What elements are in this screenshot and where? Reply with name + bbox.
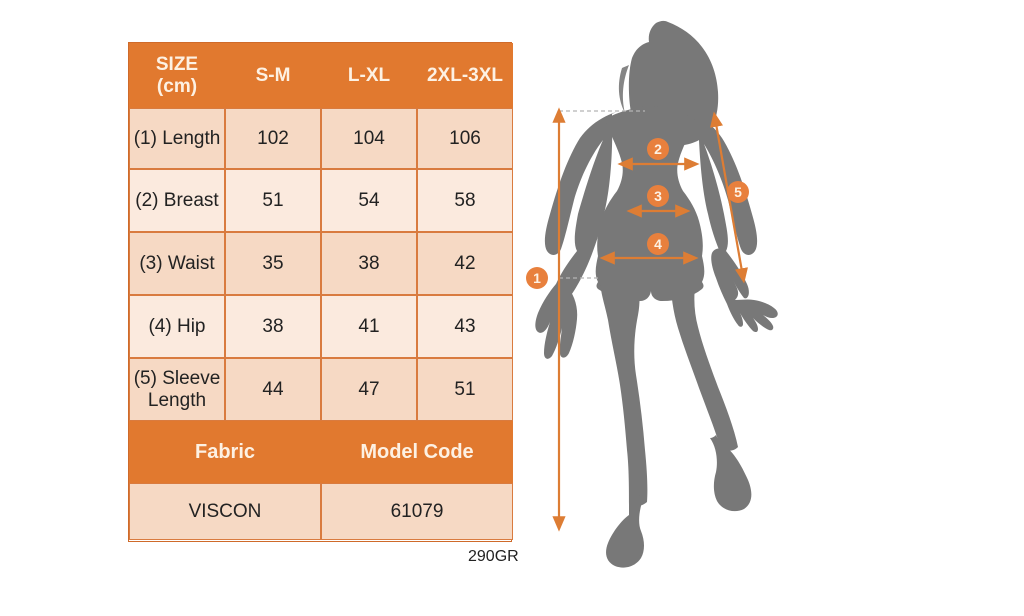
svg-text:5: 5: [734, 184, 742, 200]
svg-text:1: 1: [533, 270, 541, 286]
svg-text:3: 3: [654, 188, 662, 204]
svg-text:4: 4: [654, 236, 662, 252]
svg-text:2: 2: [654, 141, 662, 157]
